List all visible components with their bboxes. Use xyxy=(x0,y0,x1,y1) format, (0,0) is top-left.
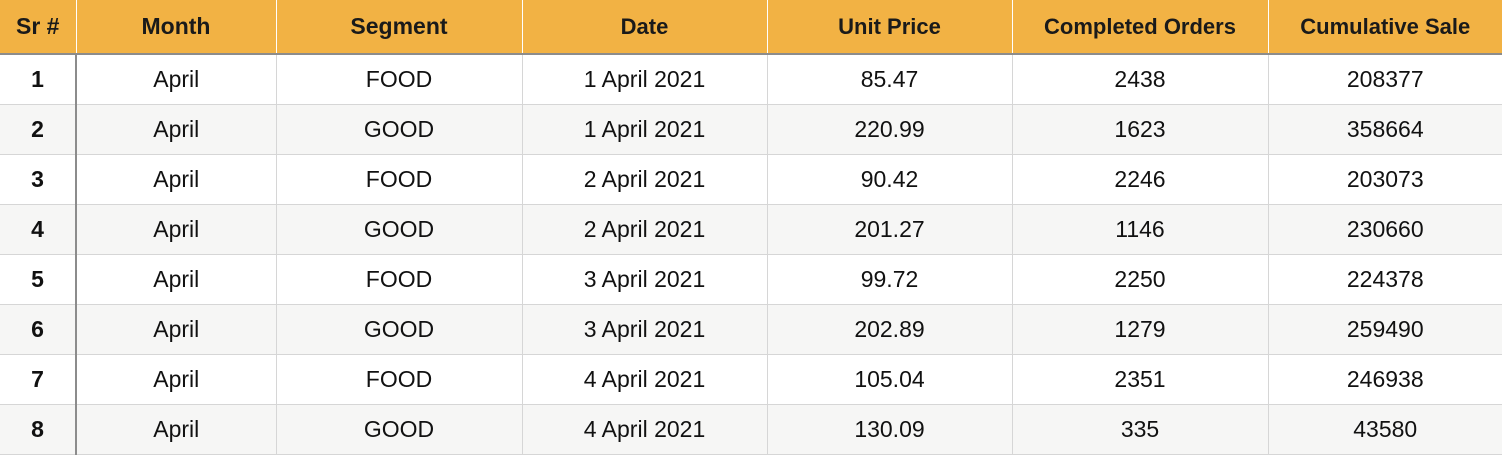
cell-month[interactable]: April xyxy=(76,354,277,405)
cell-month[interactable]: April xyxy=(76,104,277,155)
cell-month[interactable]: April xyxy=(76,54,277,105)
cell-month[interactable]: April xyxy=(76,204,277,255)
table-row: 7 April FOOD 4 April 2021 105.04 2351 246938 xyxy=(0,354,1502,405)
cell-date[interactable]: 2 April 2021 xyxy=(522,204,768,255)
cell-unit-price[interactable]: 130.09 xyxy=(767,404,1013,455)
header-date[interactable]: Date xyxy=(522,0,768,55)
cell-month[interactable]: April xyxy=(76,304,277,355)
header-unit-price[interactable]: Unit Price xyxy=(767,0,1013,55)
cell-segment[interactable]: GOOD xyxy=(276,404,523,455)
table-row: 5 April FOOD 3 April 2021 99.72 2250 224378 xyxy=(0,254,1502,305)
cell-cumulative-sale[interactable]: 43580 xyxy=(1268,404,1502,455)
cell-completed-orders[interactable]: 1146 xyxy=(1012,204,1269,255)
cell-unit-price[interactable]: 90.42 xyxy=(767,154,1013,205)
table-row: 8 April GOOD 4 April 2021 130.09 335 43580 xyxy=(0,404,1502,455)
cell-unit-price[interactable]: 220.99 xyxy=(767,104,1013,155)
cell-completed-orders[interactable]: 335 xyxy=(1012,404,1269,455)
cell-unit-price[interactable]: 201.27 xyxy=(767,204,1013,255)
cell-completed-orders[interactable]: 1623 xyxy=(1012,104,1269,155)
cell-sr[interactable]: 2 xyxy=(0,104,77,155)
cell-completed-orders[interactable]: 1279 xyxy=(1012,304,1269,355)
cell-segment[interactable]: GOOD xyxy=(276,204,523,255)
header-cumulative-sale[interactable]: Cumulative Sale xyxy=(1268,0,1502,55)
cell-completed-orders[interactable]: 2351 xyxy=(1012,354,1269,405)
cell-cumulative-sale[interactable]: 208377 xyxy=(1268,54,1502,105)
cell-sr[interactable]: 3 xyxy=(0,154,77,205)
cell-segment[interactable]: FOOD xyxy=(276,354,523,405)
cell-completed-orders[interactable]: 2250 xyxy=(1012,254,1269,305)
header-row: Sr # Month Segment Date Unit Price Compl… xyxy=(0,0,1502,55)
cell-date[interactable]: 3 April 2021 xyxy=(522,304,768,355)
cell-completed-orders[interactable]: 2246 xyxy=(1012,154,1269,205)
table-row: 6 April GOOD 3 April 2021 202.89 1279 259490 xyxy=(0,304,1502,355)
table-row: 4 April GOOD 2 April 2021 201.27 1146 230660 xyxy=(0,204,1502,255)
cell-sr[interactable]: 6 xyxy=(0,304,77,355)
cell-date[interactable]: 4 April 2021 xyxy=(522,354,768,405)
cell-segment[interactable]: GOOD xyxy=(276,304,523,355)
cell-date[interactable]: 2 April 2021 xyxy=(522,154,768,205)
table-row: 3 April FOOD 2 April 2021 90.42 2246 203073 xyxy=(0,154,1502,205)
cell-date[interactable]: 1 April 2021 xyxy=(522,54,768,105)
cell-sr[interactable]: 7 xyxy=(0,354,77,405)
header-segment[interactable]: Segment xyxy=(276,0,523,55)
header-sr[interactable]: Sr # xyxy=(0,0,77,55)
cell-cumulative-sale[interactable]: 224378 xyxy=(1268,254,1502,305)
cell-sr[interactable]: 8 xyxy=(0,404,77,455)
cell-cumulative-sale[interactable]: 259490 xyxy=(1268,304,1502,355)
cell-cumulative-sale[interactable]: 203073 xyxy=(1268,154,1502,205)
cell-sr[interactable]: 1 xyxy=(0,54,77,105)
cell-cumulative-sale[interactable]: 230660 xyxy=(1268,204,1502,255)
header-month[interactable]: Month xyxy=(76,0,277,55)
cell-unit-price[interactable]: 85.47 xyxy=(767,54,1013,105)
cell-sr[interactable]: 5 xyxy=(0,254,77,305)
cell-completed-orders[interactable]: 2438 xyxy=(1012,54,1269,105)
table-row: 1 April FOOD 1 April 2021 85.47 2438 208377 xyxy=(0,54,1502,105)
cell-segment[interactable]: GOOD xyxy=(276,104,523,155)
header-completed-orders[interactable]: Completed Orders xyxy=(1012,0,1269,55)
cell-segment[interactable]: FOOD xyxy=(276,54,523,105)
cell-segment[interactable]: FOOD xyxy=(276,254,523,305)
cell-month[interactable]: April xyxy=(76,404,277,455)
cell-unit-price[interactable]: 202.89 xyxy=(767,304,1013,355)
cell-unit-price[interactable]: 99.72 xyxy=(767,254,1013,305)
cell-date[interactable]: 4 April 2021 xyxy=(522,404,768,455)
cell-date[interactable]: 1 April 2021 xyxy=(522,104,768,155)
cell-segment[interactable]: FOOD xyxy=(276,154,523,205)
cell-sr[interactable]: 4 xyxy=(0,204,77,255)
cell-cumulative-sale[interactable]: 358664 xyxy=(1268,104,1502,155)
cell-month[interactable]: April xyxy=(76,254,277,305)
cell-cumulative-sale[interactable]: 246938 xyxy=(1268,354,1502,405)
cell-month[interactable]: April xyxy=(76,154,277,205)
cell-date[interactable]: 3 April 2021 xyxy=(522,254,768,305)
table-row: 2 April GOOD 1 April 2021 220.99 1623 358664 xyxy=(0,104,1502,155)
cell-unit-price[interactable]: 105.04 xyxy=(767,354,1013,405)
